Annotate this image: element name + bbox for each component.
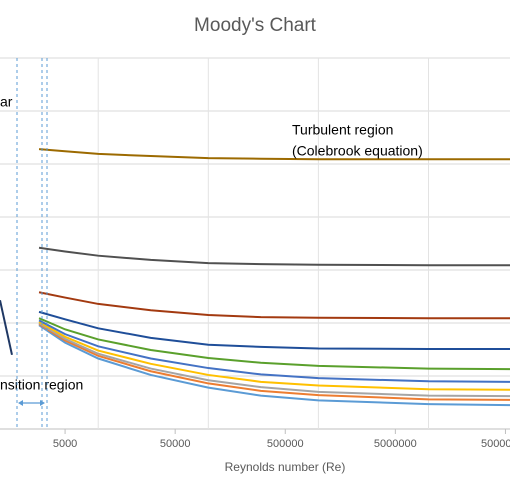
x-tick-label: 50000: [160, 438, 191, 450]
series-line: [38, 323, 510, 401]
series-line: [38, 291, 510, 320]
x-tick-label: 50000000: [481, 438, 510, 450]
series-line: [38, 148, 510, 161]
x-tick-label: 500000: [267, 438, 304, 450]
series-line: [38, 321, 510, 391]
series-line: [38, 322, 510, 398]
laminar-line: [0, 299, 13, 356]
series-line: [38, 324, 510, 407]
series-line: [38, 310, 510, 350]
x-tick-label: 5000000: [374, 438, 417, 450]
chart-title: Moody's Chart: [194, 15, 317, 36]
annotation: (Colebrook equation): [292, 143, 423, 159]
series-line: [38, 319, 510, 383]
annotation: ar: [0, 94, 13, 110]
plot: 5000 50000 500000 5000000 50000000: [0, 57, 510, 450]
annotation: Turbulent region: [292, 122, 393, 138]
region-markers: [16, 58, 48, 429]
x-tick-label: 5000: [53, 438, 77, 450]
series-line: [38, 317, 510, 371]
series-line: [38, 246, 510, 267]
transition-arrow: [18, 400, 45, 406]
x-axis-title: Reynolds number (Re): [225, 460, 346, 474]
